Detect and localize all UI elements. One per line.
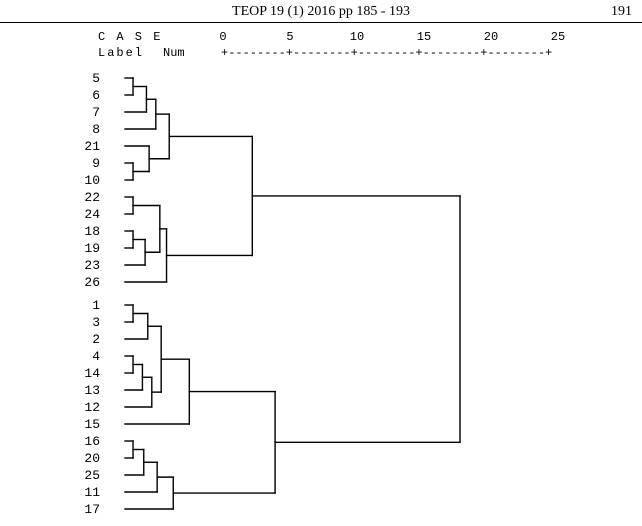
- leaf-label: 2: [92, 332, 100, 347]
- axis-tick-25: 25: [548, 30, 568, 44]
- leaf-label: 7: [92, 105, 100, 120]
- leaf-label: 3: [92, 315, 100, 330]
- leaf-label: 15: [84, 417, 100, 432]
- dendrogram: 1234567891011121314151617181920212223242…: [70, 68, 590, 523]
- leaf-label: 1: [92, 298, 100, 313]
- leaf-label: 6: [92, 88, 100, 103]
- leaf-label: 12: [84, 400, 100, 415]
- leaf-label: 4: [92, 349, 100, 364]
- header-rule: [0, 22, 642, 23]
- page-root: TEOP 19 (1) 2016 pp 185 - 193 191 C A S …: [0, 0, 642, 526]
- leaf-label: 19: [84, 241, 100, 256]
- axis-case-label: C A S E: [98, 30, 162, 44]
- axis-tick-0: 0: [213, 30, 233, 44]
- axis-tick-5: 5: [280, 30, 300, 44]
- page-number: 191: [611, 4, 632, 20]
- leaf-label: 21: [84, 139, 100, 154]
- leaf-label: 24: [84, 207, 100, 222]
- leaf-label: 9: [92, 156, 100, 171]
- leaf-label: 22: [84, 190, 100, 205]
- journal-header: TEOP 19 (1) 2016 pp 185 - 193: [0, 4, 642, 20]
- leaf-label: 26: [84, 275, 100, 290]
- leaf-label: 20: [84, 451, 100, 466]
- axis-tick-20: 20: [481, 30, 501, 44]
- axis-num-word: Num: [163, 46, 185, 60]
- leaf-label: 25: [84, 468, 100, 483]
- leaf-label: 17: [84, 502, 100, 517]
- axis-tick-10: 10: [347, 30, 367, 44]
- leaf-label: 18: [84, 224, 100, 239]
- leaf-label: 14: [84, 366, 100, 381]
- axis-label-word: Label: [98, 46, 144, 60]
- axis-dash-ruler: +--------+--------+--------+--------+---…: [221, 46, 552, 60]
- axis-tick-15: 15: [414, 30, 434, 44]
- leaf-label: 23: [84, 258, 100, 273]
- leaf-label: 8: [92, 122, 100, 137]
- leaf-label: 13: [84, 383, 100, 398]
- leaf-label: 11: [84, 485, 100, 500]
- leaf-label: 16: [84, 434, 100, 449]
- leaf-label: 10: [84, 173, 100, 188]
- leaf-label: 5: [92, 71, 100, 86]
